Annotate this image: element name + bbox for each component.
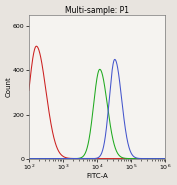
Y-axis label: Count: Count <box>5 77 12 97</box>
X-axis label: FITC-A: FITC-A <box>86 174 108 179</box>
Title: Multi-sample: P1: Multi-sample: P1 <box>65 6 129 15</box>
